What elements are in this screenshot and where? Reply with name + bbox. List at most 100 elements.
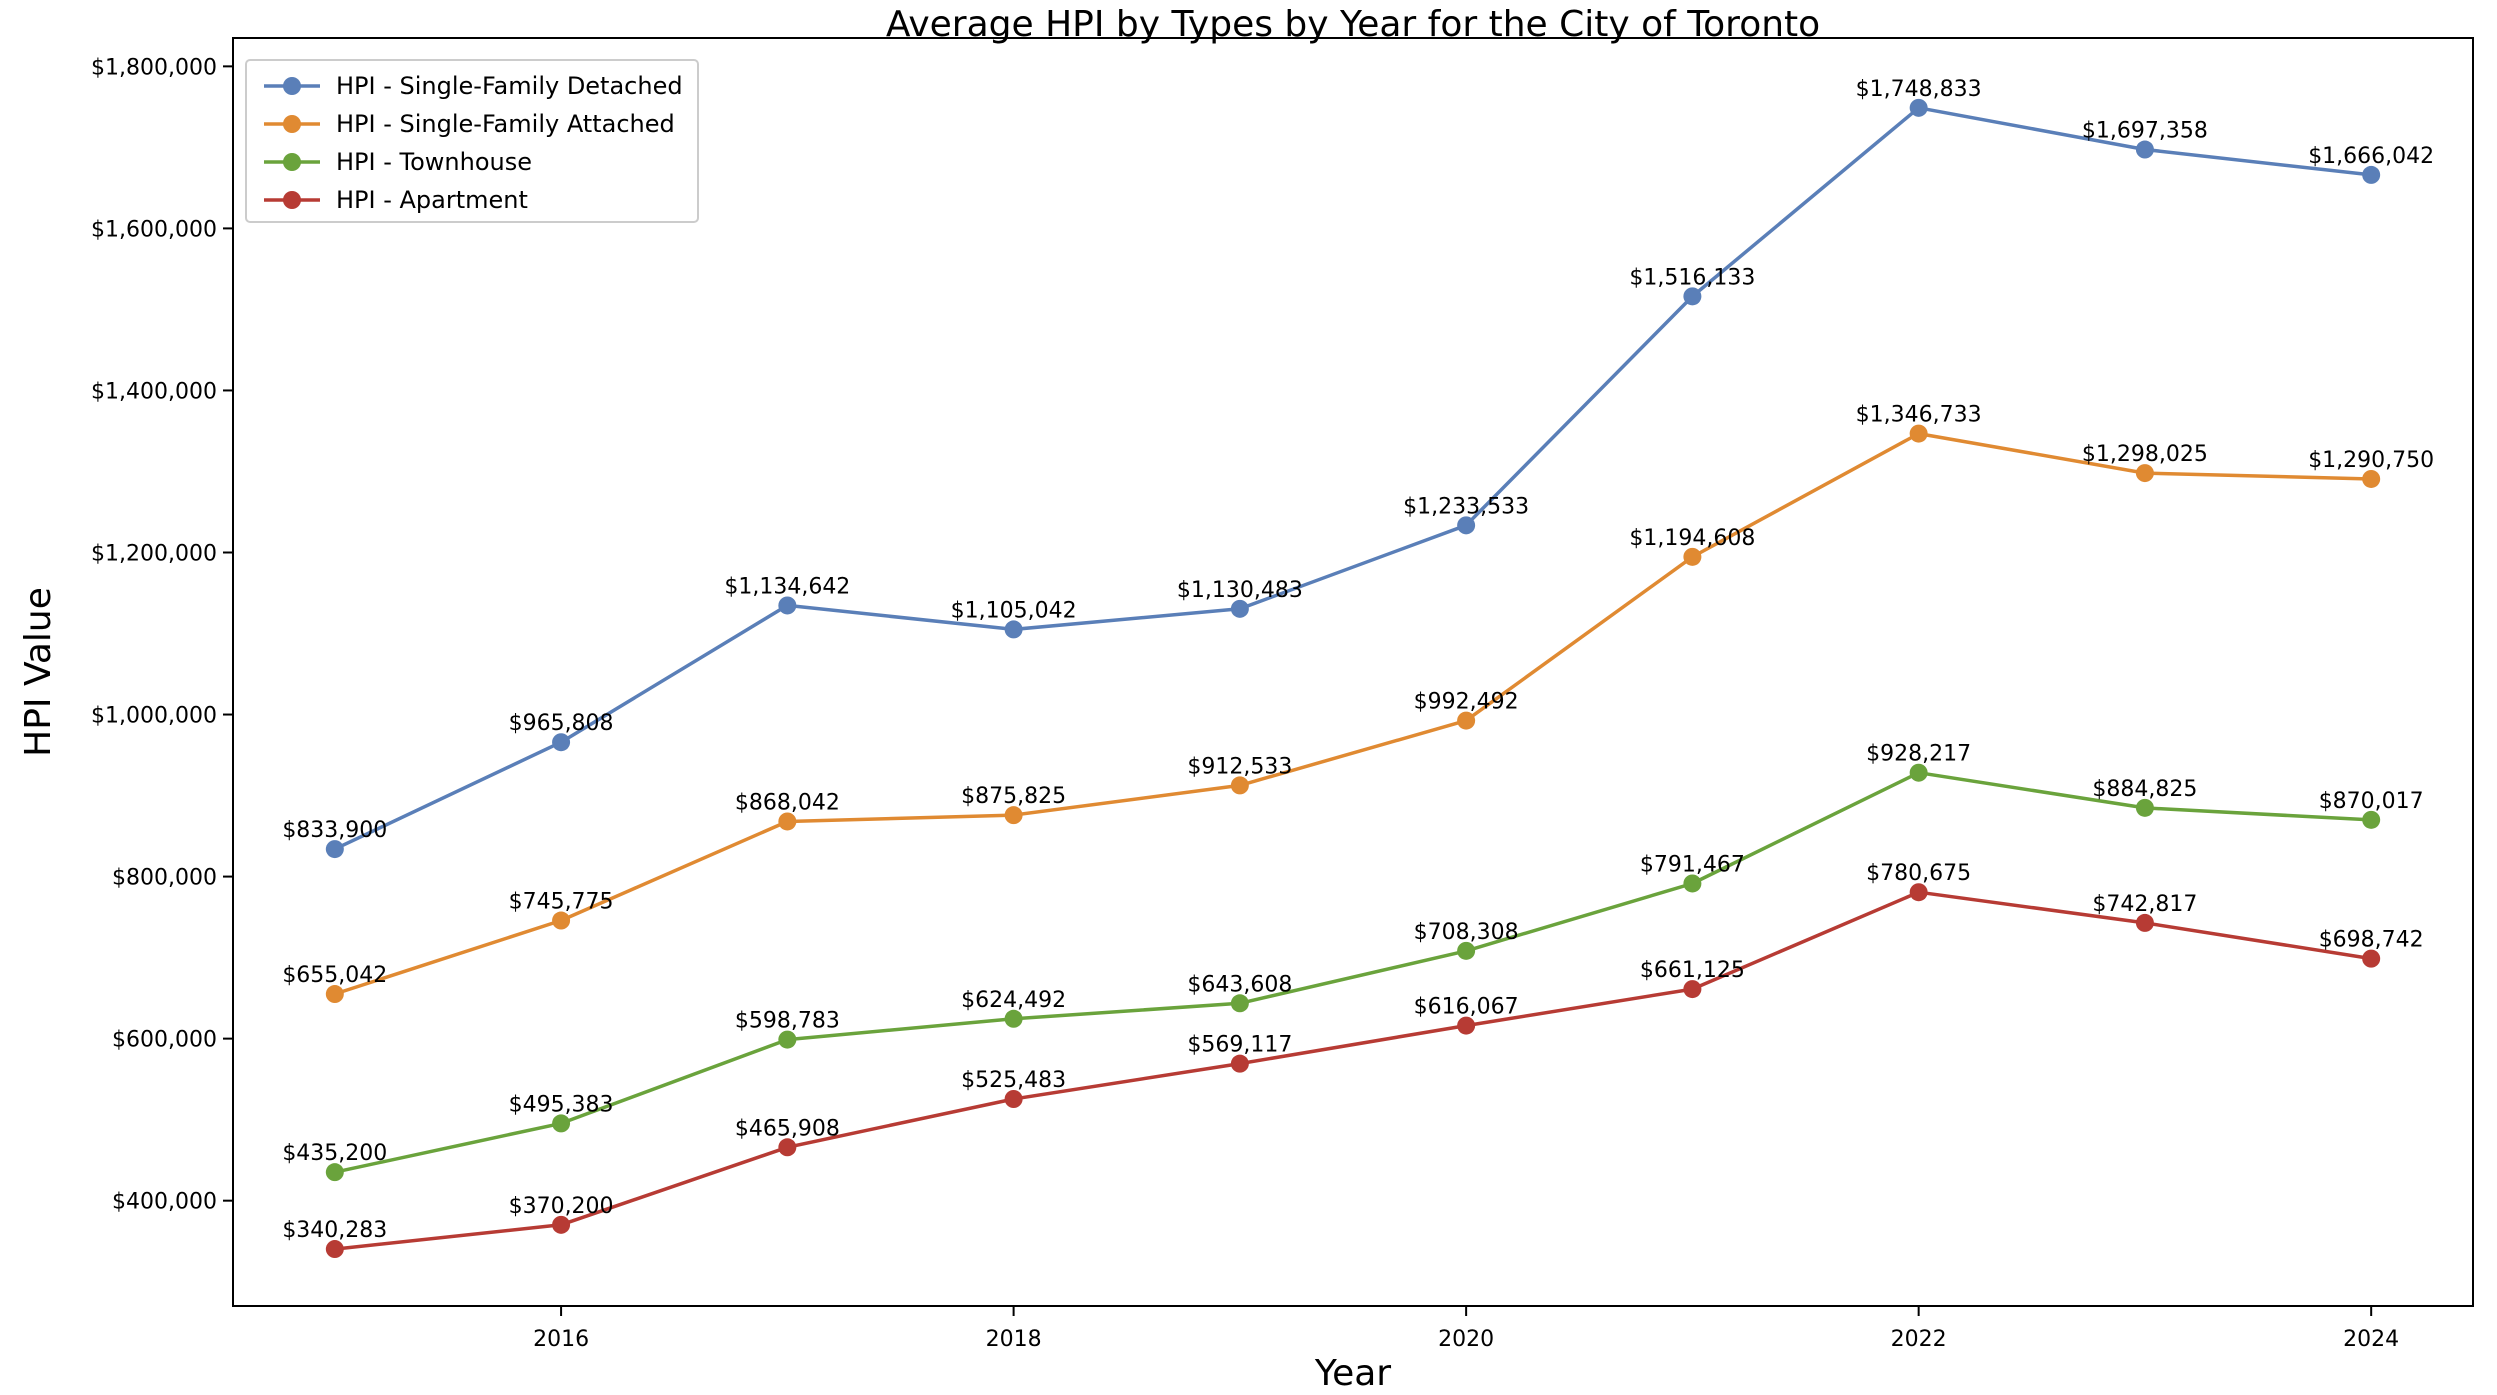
data-point <box>552 733 571 752</box>
data-point <box>2362 165 2381 184</box>
data-label: $742,817 <box>2092 892 2197 917</box>
data-label: $465,908 <box>735 1116 840 1141</box>
data-label: $1,666,042 <box>2308 144 2434 169</box>
data-point <box>1230 994 1249 1013</box>
y-tick-label: $1,200,000 <box>91 541 217 566</box>
y-tick-label: $1,800,000 <box>91 55 217 80</box>
data-label: $598,783 <box>735 1009 840 1034</box>
y-tick-label: $1,000,000 <box>91 704 217 729</box>
series-line <box>334 890 2372 1251</box>
data-label: $1,697,358 <box>2082 119 2208 144</box>
y-tick-label: $400,000 <box>112 1190 217 1215</box>
data-point <box>1909 424 1928 443</box>
data-point <box>325 1163 344 1182</box>
data-label: $655,042 <box>282 963 387 988</box>
data-label: $624,492 <box>961 988 1066 1013</box>
data-label: $1,233,533 <box>1403 494 1529 519</box>
data-point <box>1457 516 1476 535</box>
data-label: $780,675 <box>1866 861 1971 886</box>
data-point <box>1457 941 1476 960</box>
data-point <box>778 1030 797 1049</box>
data-label: $745,775 <box>509 890 614 915</box>
data-label: $1,134,642 <box>724 574 850 599</box>
data-point <box>1683 874 1702 893</box>
y-axis-label: HPI Value <box>18 587 59 757</box>
data-label: $965,808 <box>509 711 614 736</box>
data-point <box>1230 599 1249 618</box>
data-point <box>325 1240 344 1259</box>
data-point <box>1909 883 1928 902</box>
data-label: $1,194,608 <box>1629 526 1755 551</box>
data-point <box>325 840 344 859</box>
x-tick-label: 2018 <box>986 1327 1042 1352</box>
y-tick-label: $600,000 <box>112 1028 217 1053</box>
data-label: $1,105,042 <box>951 598 1077 623</box>
data-point <box>2135 798 2154 817</box>
legend-marker <box>283 191 301 209</box>
y-axis: $400,000 $600,000 $800,000 $1,000,000 $1,200… <box>91 55 233 1215</box>
series-line <box>334 106 2372 851</box>
data-label: $1,298,025 <box>2082 442 2208 467</box>
data-point <box>325 985 344 1004</box>
data-point <box>1909 763 1928 782</box>
data-labels: $833,900 $965,808 $1,134,642 $1,105,042 $1,1… <box>282 77 2434 1243</box>
data-label: $833,900 <box>282 818 387 843</box>
data-label: $435,200 <box>282 1141 387 1166</box>
data-point <box>778 596 797 615</box>
data-label: $884,825 <box>2092 777 2197 802</box>
data-label: $1,290,750 <box>2308 448 2434 473</box>
data-label: $912,533 <box>1187 754 1292 779</box>
data-point <box>2362 810 2381 829</box>
legend-label: HPI - Single-Family Attached <box>336 110 675 138</box>
series-layer <box>325 98 2381 1259</box>
data-label: $370,200 <box>509 1194 614 1219</box>
data-label: $643,608 <box>1187 972 1292 997</box>
legend-marker <box>283 115 301 133</box>
data-point <box>552 911 571 930</box>
data-label: $870,017 <box>2319 789 2424 814</box>
data-label: $875,825 <box>961 784 1066 809</box>
x-axis: 2016 2018 2020 2022 2024 <box>533 1306 2399 1352</box>
legend-label: HPI - Single-Family Detached <box>336 72 683 100</box>
data-point <box>1683 980 1702 999</box>
data-label: $525,483 <box>961 1068 1066 1093</box>
x-tick-label: 2022 <box>1891 1327 1947 1352</box>
series-line <box>334 770 2372 1174</box>
data-label: $868,042 <box>735 790 840 815</box>
x-tick-label: 2016 <box>533 1327 589 1352</box>
data-point <box>1457 711 1476 730</box>
legend-label: HPI - Townhouse <box>336 148 532 176</box>
data-label: $1,516,133 <box>1629 265 1755 290</box>
x-axis-label: Year <box>1314 1353 1391 1394</box>
data-label: $698,742 <box>2319 928 2424 953</box>
data-point <box>778 1138 797 1157</box>
y-tick-label: $1,400,000 <box>91 379 217 404</box>
data-point <box>2135 464 2154 483</box>
data-point <box>1004 620 1023 639</box>
y-tick-label: $800,000 <box>112 866 217 891</box>
data-point <box>552 1114 571 1133</box>
legend-marker <box>283 153 301 171</box>
data-point <box>1683 547 1702 566</box>
data-label: $1,748,833 <box>1856 77 1982 102</box>
data-point <box>2135 140 2154 159</box>
legend-box <box>245 59 699 223</box>
data-label: $708,308 <box>1414 920 1519 945</box>
legend-label: HPI - Apartment <box>336 186 528 214</box>
data-label: $1,130,483 <box>1177 578 1303 603</box>
data-label: $569,117 <box>1187 1033 1292 1058</box>
data-point <box>2135 913 2154 932</box>
data-point <box>1004 806 1023 825</box>
x-tick-label: 2024 <box>2343 1327 2399 1352</box>
data-label: $495,383 <box>509 1092 614 1117</box>
data-label: $661,125 <box>1640 958 1745 983</box>
data-point <box>552 1215 571 1234</box>
x-tick-label: 2020 <box>1438 1327 1494 1352</box>
data-point <box>1004 1090 1023 1109</box>
data-point <box>1230 776 1249 795</box>
data-label: $1,346,733 <box>1856 403 1982 428</box>
data-label: $616,067 <box>1414 995 1519 1020</box>
data-point <box>1457 1016 1476 1035</box>
y-tick-label: $1,600,000 <box>91 217 217 242</box>
